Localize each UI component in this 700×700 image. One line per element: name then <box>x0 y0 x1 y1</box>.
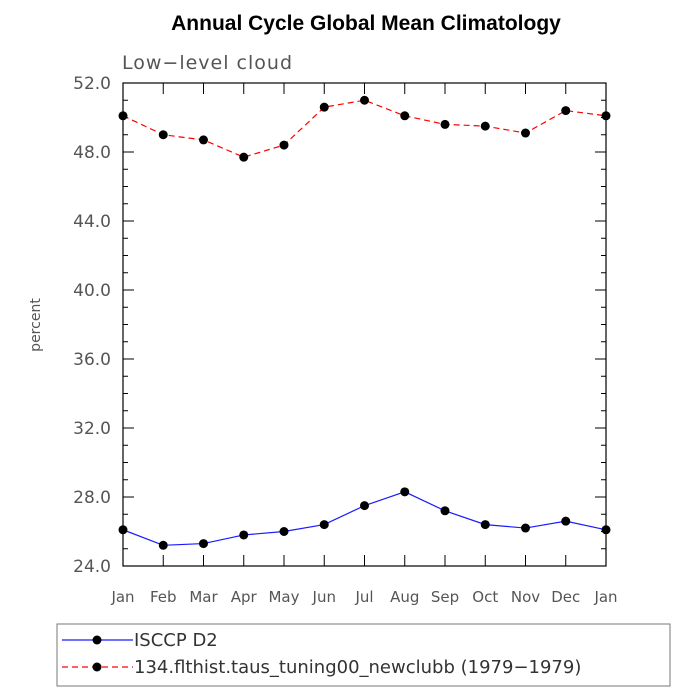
x-tick-label: Jan <box>593 588 617 606</box>
x-tick-label: Jun <box>312 588 336 606</box>
series-1-point <box>158 540 168 550</box>
y-tick-label: 32.0 <box>73 419 111 439</box>
legend-label-2: 134.flthist.taus_tuning00_newclubb (1979… <box>134 657 581 678</box>
series-2-point <box>118 111 128 121</box>
chart-title: Annual Cycle Global Mean Climatology <box>171 12 561 35</box>
series-1-point <box>400 487 410 497</box>
legend-marker-1 <box>92 635 102 645</box>
series-1-point <box>561 516 571 526</box>
series-1-point <box>118 525 128 535</box>
series-1-point <box>521 523 530 533</box>
x-tick-label: Mar <box>189 588 218 606</box>
legend-box <box>56 623 671 687</box>
x-tick-label: May <box>268 588 299 606</box>
y-tick-label: 40.0 <box>73 281 111 301</box>
series-1-point <box>440 506 450 516</box>
plot-frame <box>122 82 607 567</box>
series-1-point <box>279 527 289 536</box>
series-2-point <box>400 111 410 121</box>
y-tick-label: 48.0 <box>73 143 111 163</box>
legend: ISCCP D2 134.flthist.taus_tuning00_newclu… <box>56 623 671 687</box>
series-2-point <box>158 130 168 140</box>
x-tick-label: Feb <box>150 588 177 606</box>
x-tick-label: Jul <box>354 588 373 606</box>
series-2-point <box>279 140 289 150</box>
series-1-point <box>199 539 208 549</box>
x-tick-label: Jan <box>110 588 134 606</box>
x-tick-label: Nov <box>511 588 540 606</box>
series-2-point <box>319 102 329 112</box>
y-tick-label: 52.0 <box>73 74 111 94</box>
series-2-point <box>601 111 611 121</box>
series-1-point <box>319 520 329 530</box>
series-2-point <box>239 152 249 162</box>
y-tick-label: 36.0 <box>73 350 111 370</box>
series-1-point <box>601 525 611 535</box>
series-line-2 <box>122 99 607 158</box>
x-tick-label: Apr <box>231 588 258 606</box>
y-axis-label: percent <box>28 298 44 352</box>
legend-marker-2 <box>92 662 102 672</box>
x-tick-label: Sep <box>431 588 459 606</box>
legend-label-1: ISCCP D2 <box>134 630 218 651</box>
series-1-point <box>360 501 369 511</box>
series-line-1 <box>122 491 607 546</box>
series-1-point <box>239 530 249 540</box>
y-tick-label: 24.0 <box>73 557 111 577</box>
series-2-point <box>521 128 530 138</box>
y-tick-label: 28.0 <box>73 488 111 508</box>
series-2-point <box>561 106 571 116</box>
plot-area: 24.0 28.0 32.0 36.0 40.0 44.0 48.0 52.0 Jan Feb Ma… <box>73 74 617 606</box>
series-2-point <box>440 119 450 129</box>
x-tick-label: Aug <box>390 588 419 606</box>
series-2-point <box>480 121 490 131</box>
series-2-point <box>199 135 208 145</box>
chart-subtitle: Low−level cloud <box>122 52 293 74</box>
y-tick-label: 44.0 <box>73 212 111 232</box>
x-tick-label: Dec <box>551 588 580 606</box>
series-1-point <box>480 520 490 530</box>
series-2-point <box>360 95 369 105</box>
x-tick-label: Oct <box>472 588 498 606</box>
